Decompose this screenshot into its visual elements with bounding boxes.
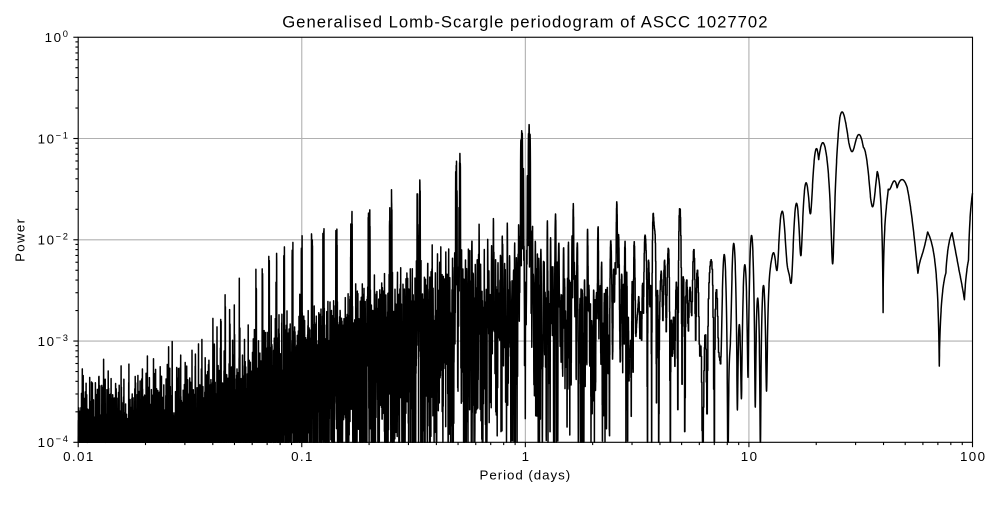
svg-text:10: 10 [741, 449, 759, 464]
svg-text:0.01: 0.01 [63, 449, 95, 464]
svg-text:Generalised Lomb-Scargle perio: Generalised Lomb-Scargle periodogram of … [282, 13, 768, 32]
svg-text:1: 1 [522, 449, 531, 464]
svg-text:Power: Power [12, 218, 27, 262]
svg-text:0.1: 0.1 [291, 449, 314, 464]
svg-text:Period (days): Period (days) [480, 468, 572, 483]
svg-text:100: 100 [45, 29, 70, 45]
svg-text:100: 100 [960, 449, 986, 464]
